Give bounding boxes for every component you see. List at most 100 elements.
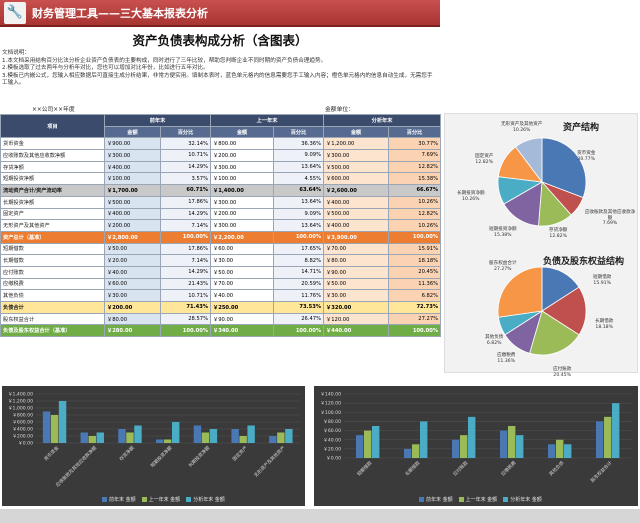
percent-cell[interactable]: 20.59% (273, 277, 325, 291)
percent-cell[interactable]: 10.26% (388, 219, 442, 232)
percent-cell[interactable]: 66.67% (388, 184, 442, 197)
percent-cell[interactable]: 73.53% (273, 301, 325, 314)
row-label[interactable]: 固定资产 (0, 207, 105, 221)
amount-cell[interactable]: ￥400.00 (104, 207, 161, 221)
percent-cell[interactable]: 3.57% (159, 172, 212, 186)
amount-cell[interactable]: ￥1,200.00 (323, 137, 390, 151)
row-label[interactable]: 负债及股东权益合计（基准） (0, 324, 105, 338)
amount-cell[interactable]: ￥500.00 (323, 207, 390, 221)
percent-cell[interactable]: 17.86% (159, 195, 212, 209)
row-label[interactable]: 资产总计（基准） (0, 230, 105, 244)
amount-cell[interactable]: ￥50.00 (104, 242, 161, 256)
percent-cell[interactable]: 9.09% (273, 207, 325, 221)
amount-cell[interactable]: ￥900.00 (104, 137, 161, 151)
amount-cell[interactable]: ￥300.00 (104, 149, 161, 162)
amount-cell[interactable]: ￥400.00 (323, 195, 390, 209)
amount-cell[interactable]: ￥20.00 (104, 254, 161, 267)
percent-cell[interactable]: 15.91% (388, 242, 442, 256)
percent-cell[interactable]: 21.43% (159, 277, 212, 291)
amount-cell[interactable]: ￥3,900.00 (323, 230, 390, 244)
percent-cell[interactable]: 13.64% (273, 160, 325, 174)
row-label[interactable]: 货币资金 (0, 137, 105, 151)
amount-cell[interactable]: ￥70.00 (323, 242, 390, 256)
percent-cell[interactable]: 17.65% (273, 242, 325, 256)
row-label[interactable]: 短期借款 (0, 242, 105, 256)
amount-cell[interactable]: ￥300.00 (210, 195, 275, 209)
amount-cell[interactable]: ￥200.00 (104, 301, 161, 314)
percent-cell[interactable]: 10.26% (388, 195, 442, 209)
amount-cell[interactable]: ￥250.00 (210, 301, 275, 314)
amount-cell[interactable]: ￥50.00 (323, 277, 390, 291)
amount-cell[interactable]: ￥320.00 (323, 301, 390, 314)
percent-cell[interactable]: 9.09% (273, 149, 325, 162)
percent-cell[interactable]: 60.71% (159, 184, 212, 197)
percent-cell[interactable]: 14.29% (159, 160, 212, 174)
percent-cell[interactable]: 7.14% (159, 219, 212, 232)
amount-cell[interactable]: ￥30.00 (323, 289, 390, 302)
row-label[interactable]: 股东权益合计 (0, 312, 105, 326)
row-label[interactable]: 无形资产及其他资产 (0, 219, 105, 232)
amount-cell[interactable]: ￥2,600.00 (323, 184, 390, 197)
row-label[interactable]: 应收账款及其他应收款净额 (0, 149, 105, 162)
row-label[interactable]: 应付账款 (0, 265, 105, 279)
amount-cell[interactable]: ￥60.00 (210, 242, 275, 256)
percent-cell[interactable]: 12.82% (388, 207, 442, 221)
amount-cell[interactable]: ￥80.00 (323, 254, 390, 267)
percent-cell[interactable]: 14.71% (273, 265, 325, 279)
percent-cell[interactable]: 100.00% (159, 230, 212, 244)
percent-cell[interactable]: 10.71% (159, 289, 212, 302)
amount-cell[interactable]: ￥400.00 (323, 219, 390, 232)
amount-cell[interactable]: ￥1,400.00 (210, 184, 275, 197)
amount-cell[interactable]: ￥90.00 (210, 312, 275, 326)
amount-cell[interactable]: ￥200.00 (210, 149, 275, 162)
amount-cell[interactable]: ￥300.00 (323, 149, 390, 162)
amount-cell[interactable]: ￥500.00 (104, 195, 161, 209)
percent-cell[interactable]: 100.00% (159, 324, 212, 338)
percent-cell[interactable]: 26.47% (273, 312, 325, 326)
percent-cell[interactable]: 20.45% (388, 265, 442, 279)
amount-cell[interactable]: ￥2,800.00 (104, 230, 161, 244)
percent-cell[interactable]: 6.82% (388, 289, 442, 302)
amount-cell[interactable]: ￥70.00 (210, 277, 275, 291)
amount-cell[interactable]: ￥30.00 (104, 289, 161, 302)
amount-cell[interactable]: ￥340.00 (210, 324, 275, 338)
percent-cell[interactable]: 100.00% (388, 230, 442, 244)
amount-cell[interactable]: ￥100.00 (104, 172, 161, 186)
amount-cell[interactable]: ￥50.00 (210, 265, 275, 279)
amount-cell[interactable]: ￥90.00 (323, 265, 390, 279)
percent-cell[interactable]: 30.77% (388, 137, 442, 151)
amount-cell[interactable]: ￥1,700.00 (104, 184, 161, 197)
amount-cell[interactable]: ￥200.00 (210, 207, 275, 221)
amount-cell[interactable]: ￥200.00 (104, 219, 161, 232)
amount-cell[interactable]: ￥40.00 (210, 289, 275, 302)
percent-cell[interactable]: 11.76% (273, 289, 325, 302)
amount-cell[interactable]: ￥400.00 (104, 160, 161, 174)
percent-cell[interactable]: 32.14% (159, 137, 212, 151)
amount-cell[interactable]: ￥280.00 (104, 324, 161, 338)
amount-cell[interactable]: ￥2,200.00 (210, 230, 275, 244)
percent-cell[interactable]: 10.71% (159, 149, 212, 162)
percent-cell[interactable]: 11.36% (388, 277, 442, 291)
amount-cell[interactable]: ￥500.00 (323, 160, 390, 174)
percent-cell[interactable]: 7.69% (388, 149, 442, 162)
percent-cell[interactable]: 4.55% (273, 172, 325, 186)
row-label[interactable]: 存货净额 (0, 160, 105, 174)
amount-cell[interactable]: ￥800.00 (210, 137, 275, 151)
percent-cell[interactable]: 100.00% (273, 324, 325, 338)
percent-cell[interactable]: 28.57% (159, 312, 212, 326)
percent-cell[interactable]: 13.64% (273, 195, 325, 209)
amount-cell[interactable]: ￥300.00 (210, 219, 275, 232)
percent-cell[interactable]: 36.36% (273, 137, 325, 151)
row-label[interactable]: 长期投资净额 (0, 195, 105, 209)
row-label[interactable]: 负债合计 (0, 301, 105, 314)
percent-cell[interactable]: 27.27% (388, 312, 442, 326)
percent-cell[interactable]: 71.43% (159, 301, 212, 314)
percent-cell[interactable]: 17.86% (159, 242, 212, 256)
percent-cell[interactable]: 13.64% (273, 219, 325, 232)
amount-cell[interactable]: ￥60.00 (104, 277, 161, 291)
row-label[interactable]: 短期投资净额 (0, 172, 105, 186)
percent-cell[interactable]: 12.82% (388, 160, 442, 174)
percent-cell[interactable]: 100.00% (388, 324, 442, 338)
percent-cell[interactable]: 15.38% (388, 172, 442, 186)
percent-cell[interactable]: 72.73% (388, 301, 442, 314)
